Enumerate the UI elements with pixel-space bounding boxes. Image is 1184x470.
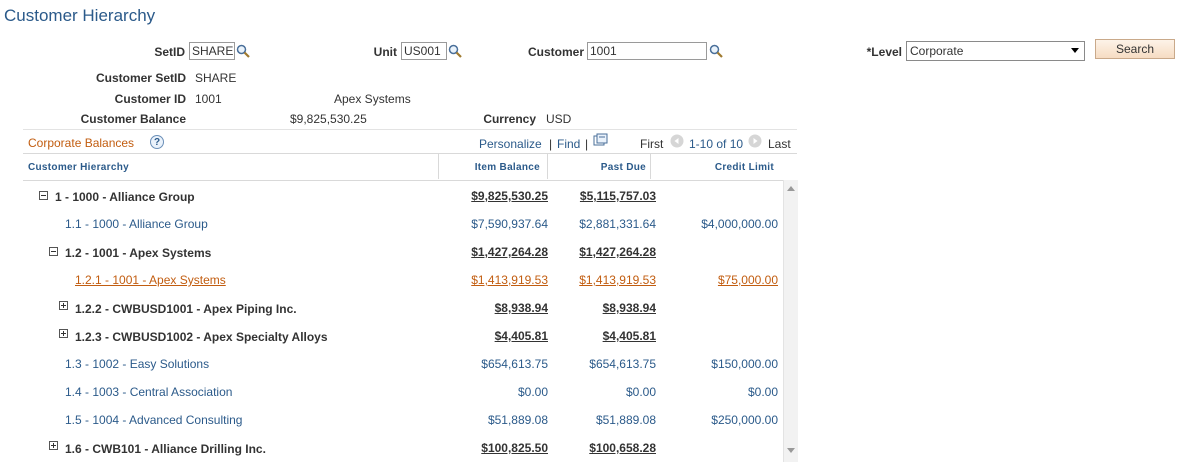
setid-field[interactable]: SHARE bbox=[189, 42, 235, 60]
customer-name: Apex Systems bbox=[334, 92, 411, 106]
past-due-value: $0.00 bbox=[625, 385, 656, 399]
column-divider bbox=[650, 154, 651, 179]
collapse-icon[interactable] bbox=[39, 191, 48, 200]
personalize-link[interactable]: Personalize bbox=[479, 137, 542, 151]
item-balance-link[interactable]: $100,825.50 bbox=[481, 441, 548, 455]
next-icon[interactable] bbox=[748, 134, 762, 148]
grid-scrollbar[interactable] bbox=[783, 180, 798, 462]
customer-setid-label: Customer SetID bbox=[95, 71, 186, 85]
col-past-due[interactable]: Past Due bbox=[600, 162, 646, 173]
item-balance-value: $51,889.08 bbox=[487, 413, 548, 427]
unit-label: Unit bbox=[373, 45, 397, 59]
unit-field[interactable]: US001 bbox=[401, 42, 447, 60]
hierarchy-node-link[interactable]: 1.1 - 1000 - Alliance Group bbox=[65, 217, 208, 231]
hierarchy-node-label: 1.2.2 - CWBUSD1001 - Apex Piping Inc. bbox=[75, 302, 297, 316]
customer-field[interactable]: 1001 bbox=[587, 42, 707, 60]
credit-limit-link[interactable]: $75,000.00 bbox=[717, 273, 778, 287]
customer-balance-value: $9,825,530.25 bbox=[290, 112, 367, 126]
view-all-icon[interactable] bbox=[593, 133, 608, 147]
item-balance-value: $0.00 bbox=[517, 385, 548, 399]
expand-icon[interactable] bbox=[59, 329, 68, 338]
past-due-link[interactable]: $5,115,757.03 bbox=[579, 189, 656, 203]
previous-icon[interactable] bbox=[670, 134, 684, 148]
past-due-value: $51,889.08 bbox=[595, 413, 656, 427]
customer-id-label: Customer ID bbox=[114, 92, 186, 106]
hierarchy-node-label: 1.2 - 1001 - Apex Systems bbox=[65, 246, 212, 260]
separator: | bbox=[585, 137, 589, 151]
hierarchy-node-link[interactable]: 1.4 - 1003 - Central Association bbox=[65, 385, 233, 399]
row-range: 1-10 of 10 bbox=[689, 137, 744, 151]
past-due-link[interactable]: $1,427,264.28 bbox=[579, 245, 656, 259]
credit-limit-value: $4,000,000.00 bbox=[701, 217, 778, 231]
credit-limit-value: $150,000.00 bbox=[711, 357, 778, 371]
expand-icon[interactable] bbox=[49, 441, 58, 450]
separator: | bbox=[549, 137, 553, 151]
past-due-value: $654,613.75 bbox=[589, 357, 656, 371]
hierarchy-node-link[interactable]: 1.5 - 1004 - Advanced Consulting bbox=[65, 413, 243, 427]
page-title: Customer Hierarchy bbox=[4, 6, 156, 25]
customer-setid-value: SHARE bbox=[195, 71, 237, 85]
grid-title: Corporate Balances bbox=[28, 136, 135, 150]
level-label: *Level bbox=[866, 45, 902, 59]
customer-balance-label: Customer Balance bbox=[80, 112, 186, 126]
item-balance-link[interactable]: $1,413,919.53 bbox=[471, 273, 548, 287]
credit-limit-value: $0.00 bbox=[747, 385, 778, 399]
find-link[interactable]: Find bbox=[557, 137, 581, 151]
item-balance-link[interactable]: $1,427,264.28 bbox=[471, 245, 548, 259]
item-balance-link[interactable]: $4,405.81 bbox=[494, 329, 548, 343]
item-balance-link[interactable]: $8,938.94 bbox=[494, 301, 548, 315]
col-credit-limit[interactable]: Credit Limit bbox=[714, 162, 774, 173]
past-due-link[interactable]: $4,405.81 bbox=[602, 329, 656, 343]
customer-label: Customer bbox=[527, 45, 584, 59]
level-select-value: Corporate bbox=[910, 44, 964, 58]
credit-limit-value: $250,000.00 bbox=[711, 413, 778, 427]
currency-label: Currency bbox=[483, 112, 536, 126]
search-button[interactable]: Search bbox=[1095, 39, 1175, 59]
item-balance-value: $7,590,937.64 bbox=[471, 217, 548, 231]
level-select[interactable]: Corporate bbox=[906, 41, 1085, 61]
unit-lookup-icon[interactable] bbox=[448, 44, 462, 58]
col-item-balance[interactable]: Item Balance bbox=[474, 162, 540, 173]
past-due-link[interactable]: $100,658.28 bbox=[589, 441, 656, 455]
chevron-down-icon bbox=[1071, 48, 1079, 53]
hierarchy-node-link[interactable]: 1.3 - 1002 - Easy Solutions bbox=[65, 357, 210, 371]
scroll-up-icon[interactable] bbox=[787, 186, 795, 191]
grid-column-header bbox=[23, 153, 797, 181]
customer-id-value: 1001 bbox=[195, 92, 222, 106]
collapse-icon[interactable] bbox=[49, 247, 58, 256]
last-label: Last bbox=[768, 137, 791, 151]
customer-lookup-icon[interactable] bbox=[709, 44, 723, 58]
past-due-value: $2,881,331.64 bbox=[579, 217, 656, 231]
scroll-down-icon[interactable] bbox=[787, 448, 795, 453]
column-divider bbox=[547, 154, 548, 179]
item-balance-value: $654,613.75 bbox=[481, 357, 548, 371]
column-divider bbox=[438, 154, 439, 179]
past-due-link[interactable]: $8,938.94 bbox=[602, 301, 656, 315]
col-customer-hierarchy[interactable]: Customer Hierarchy bbox=[28, 162, 129, 173]
currency-value: USD bbox=[546, 112, 572, 126]
grid-top-divider bbox=[23, 129, 797, 130]
expand-icon[interactable] bbox=[59, 301, 68, 310]
hierarchy-node-link-selected[interactable]: 1.2.1 - 1001 - Apex Systems bbox=[75, 273, 226, 287]
hierarchy-node-label: 1.2.3 - CWBUSD1002 - Apex Specialty Allo… bbox=[75, 330, 328, 344]
hierarchy-node-label: 1 - 1000 - Alliance Group bbox=[55, 190, 195, 204]
hierarchy-node-label: 1.6 - CWB101 - Alliance Drilling Inc. bbox=[65, 442, 266, 456]
help-icon[interactable]: ? bbox=[150, 135, 164, 149]
setid-lookup-icon[interactable] bbox=[236, 44, 250, 58]
setid-label: SetID bbox=[154, 45, 185, 59]
past-due-link[interactable]: $1,413,919.53 bbox=[579, 273, 656, 287]
first-label: First bbox=[640, 137, 664, 151]
item-balance-link[interactable]: $9,825,530.25 bbox=[471, 189, 548, 203]
